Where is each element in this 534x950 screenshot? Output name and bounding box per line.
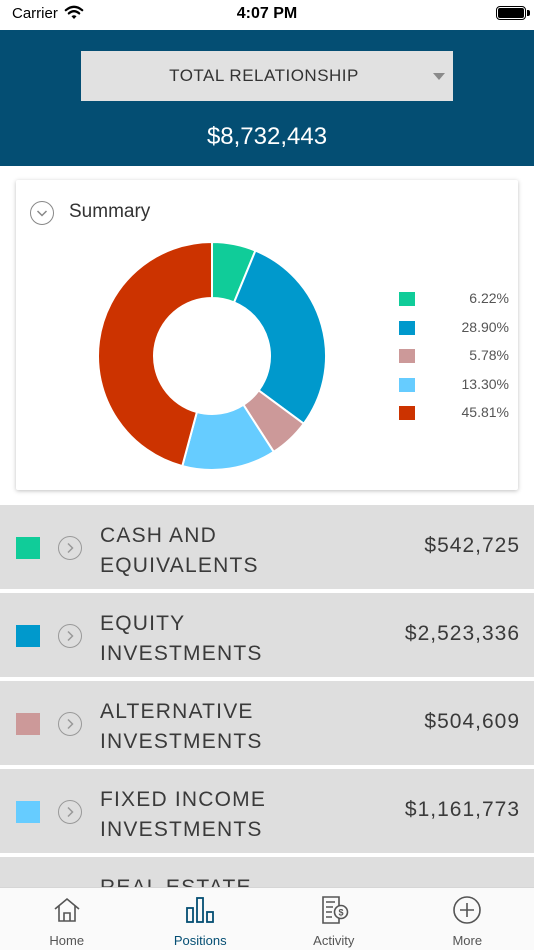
legend-item: 45.81% — [399, 404, 509, 433]
positions-icon — [186, 897, 215, 923]
legend-value: 45.81% — [461, 404, 509, 420]
position-row[interactable]: CASH AND EQUIVALENTS $542,725 — [0, 505, 534, 589]
summary-card: Summary 6.22% 28.90% 5.78% 13.30% 45.81% — [16, 180, 518, 490]
legend-item: 28.90% — [399, 319, 509, 348]
wifi-icon — [64, 5, 84, 19]
legend-item: 13.30% — [399, 376, 509, 405]
position-value: $542,725 — [424, 534, 520, 557]
summary-title: Summary — [69, 201, 151, 222]
position-name: ALTERNATIVE INVESTMENTS — [100, 700, 263, 753]
position-name: FIXED INCOME INVESTMENTS — [100, 788, 267, 841]
legend-item: 6.22% — [399, 290, 509, 319]
position-row[interactable]: FIXED INCOME INVESTMENTS $1,161,773 — [0, 769, 534, 853]
allocation-donut-chart — [97, 240, 327, 471]
donut-slice — [97, 240, 213, 468]
legend-item: 5.78% — [399, 347, 509, 376]
relationship-selector-label: TOTAL RELATIONSHIP — [169, 66, 359, 85]
position-name: REAL ESTATE — [100, 873, 320, 887]
battery-icon — [496, 6, 526, 20]
category-swatch — [16, 625, 40, 647]
position-value: $1,161,773 — [404, 798, 520, 821]
legend-value: 5.78% — [469, 347, 509, 363]
position-value: $2,523,336 — [404, 622, 520, 645]
legend-value: 28.90% — [461, 318, 509, 335]
activity-icon: $ — [321, 896, 349, 924]
battery-cap — [527, 10, 530, 16]
category-swatch — [16, 801, 40, 823]
chevron-right-icon[interactable] — [58, 536, 82, 560]
category-swatch — [16, 537, 40, 559]
legend-swatch — [399, 406, 415, 420]
position-name: CASH AND EQUIVALENTS — [100, 524, 259, 577]
tab-label: Home — [49, 933, 85, 948]
total-value: $8,732,443 — [206, 123, 328, 150]
legend-swatch — [399, 377, 415, 392]
chevron-right-icon[interactable] — [58, 800, 82, 824]
position-row[interactable]: ALTERNATIVE INVESTMENTS $504,609 — [0, 681, 534, 765]
chevron-right-icon[interactable] — [58, 712, 82, 736]
clock-label: 4:07 PM — [236, 5, 298, 22]
tab-bar: Home Positions $ Activity More — [0, 887, 534, 950]
tab-label: Positions — [173, 933, 227, 948]
relationship-header: TOTAL RELATIONSHIP $8,732,443 — [0, 30, 534, 166]
legend-value: 6.22% — [469, 290, 509, 306]
tab-label: More — [452, 933, 483, 948]
position-row[interactable]: EQUITY INVESTMENTS $2,523,336 — [0, 593, 534, 677]
home-icon — [54, 897, 80, 922]
tab-positions[interactable]: Positions — [134, 888, 268, 950]
position-row[interactable]: REAL ESTATE $4,000,000 — [0, 857, 534, 887]
svg-text:$: $ — [338, 908, 343, 918]
legend-value: 13.30% — [461, 375, 509, 392]
tab-label: Activity — [313, 933, 355, 948]
status-bar: Carrier 4:07 PM — [0, 0, 534, 30]
legend-swatch — [399, 349, 415, 363]
donut-slice — [232, 249, 327, 426]
legend-swatch — [399, 320, 415, 335]
tab-more[interactable]: More — [401, 888, 534, 950]
more-icon — [453, 896, 482, 924]
dropdown-caret-icon — [433, 73, 445, 80]
category-swatch — [16, 713, 40, 735]
relationship-selector[interactable]: TOTAL RELATIONSHIP — [81, 51, 453, 101]
position-name: EQUITY INVESTMENTS — [100, 612, 263, 665]
position-value: $504,609 — [424, 710, 520, 733]
collapse-toggle-icon[interactable] — [30, 201, 54, 225]
legend-swatch — [399, 292, 415, 306]
position-value: $4,000,000 — [405, 886, 520, 887]
allocation-legend: 6.22% 28.90% 5.78% 13.30% 45.81% — [399, 290, 509, 433]
chevron-right-icon[interactable] — [58, 624, 82, 648]
positions-list: CASH AND EQUIVALENTS $542,725 EQUITY INVES… — [0, 505, 534, 887]
tab-activity[interactable]: $ Activity — [267, 888, 401, 950]
tab-home[interactable]: Home — [0, 888, 134, 950]
carrier-label: Carrier — [12, 5, 58, 22]
